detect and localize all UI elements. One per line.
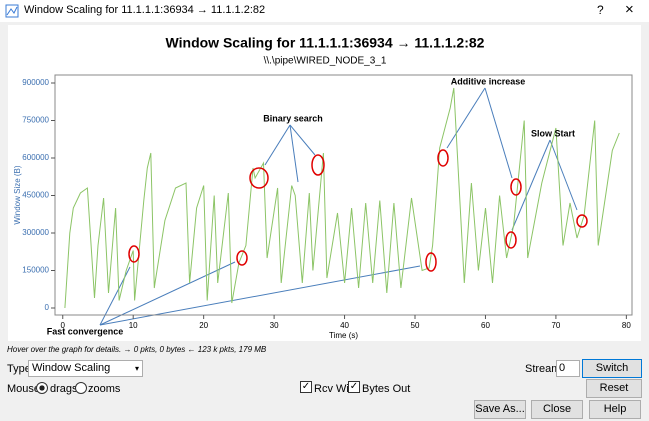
annotation: Slow Start (531, 128, 575, 138)
annotation-arrows (99, 87, 578, 326)
x-tick-label: 30 (270, 321, 279, 330)
y-tick-label: 750000 (22, 116, 49, 125)
help-dialog-button[interactable]: Help (589, 400, 641, 419)
y-tick-label: 600000 (22, 153, 49, 162)
x-tick-label: 10 (129, 321, 138, 330)
x-tick-label: 40 (340, 321, 349, 330)
save-as-button[interactable]: Save As... (474, 400, 526, 419)
type-value: Window Scaling (32, 362, 111, 374)
reset-button[interactable]: Reset (586, 379, 642, 398)
y-tick-label: 150000 (22, 266, 49, 275)
y-axis-label: Window Size (B) (13, 165, 22, 224)
app-icon (5, 4, 19, 18)
close-dialog-button[interactable]: Close (531, 400, 583, 419)
type-select[interactable]: Window Scaling ▾ (28, 360, 143, 377)
annotation: Additive increase (451, 76, 526, 86)
annotation: Fast convergence (47, 326, 124, 336)
zooms-label: zooms (88, 383, 121, 395)
rcv-win-checkbox[interactable]: ✓ (300, 381, 312, 393)
chart: Window Scaling for 11.1.1.1:36934 → 11.1… (8, 25, 641, 341)
y-tick-label: 0 (45, 303, 50, 312)
zooms-radio[interactable] (75, 382, 87, 394)
type-label: Type (7, 363, 31, 375)
x-tick-label: 0 (61, 321, 66, 330)
rcv-win-label: Rcv Win (314, 383, 355, 395)
drags-radio[interactable] (36, 382, 48, 394)
bytes-out-label: Bytes Out (362, 383, 411, 395)
annotation: Binary search (263, 113, 323, 123)
x-axis-label: Time (s) (329, 331, 358, 340)
bytes-out-checkbox[interactable]: ✓ (348, 381, 360, 393)
plot-frame (54, 74, 633, 316)
x-tick-label: 20 (199, 321, 208, 330)
x-tick-label: 80 (622, 321, 631, 330)
stream-label: Stream (525, 363, 561, 375)
x-tick-label: 50 (411, 321, 420, 330)
stream-value: 0 (559, 362, 566, 374)
status-text: Hover over the graph for details. → 0 pk… (7, 345, 267, 354)
x-tick-label: 70 (551, 321, 560, 330)
x-tick-label: 60 (481, 321, 490, 330)
data-line (64, 87, 620, 309)
drags-label: drags (50, 383, 78, 395)
y-tick-label: 300000 (22, 228, 49, 237)
highlight-ellipses (128, 149, 588, 272)
y-tick-label: 450000 (22, 191, 49, 200)
switch-direction-button[interactable]: Switch Direction (582, 359, 642, 391)
mouse-label: Mouse (7, 383, 41, 395)
chart-subtitle: \\.\pipe\WIRED_NODE_3_1 (264, 56, 387, 67)
chart-title: Window Scaling for 11.1.1.1:36934 → 11.1… (166, 35, 485, 51)
title-bar: Window Scaling for 11.1.1.1:36934 → 11.1… (0, 0, 649, 22)
y-tick-label: 900000 (22, 78, 49, 87)
help-button[interactable]: ? (597, 3, 604, 17)
stream-spinbox[interactable]: 0 (556, 360, 580, 377)
close-button[interactable]: × (625, 1, 634, 18)
window-title: Window Scaling for 11.1.1.1:36934 → 11.1… (24, 4, 266, 16)
